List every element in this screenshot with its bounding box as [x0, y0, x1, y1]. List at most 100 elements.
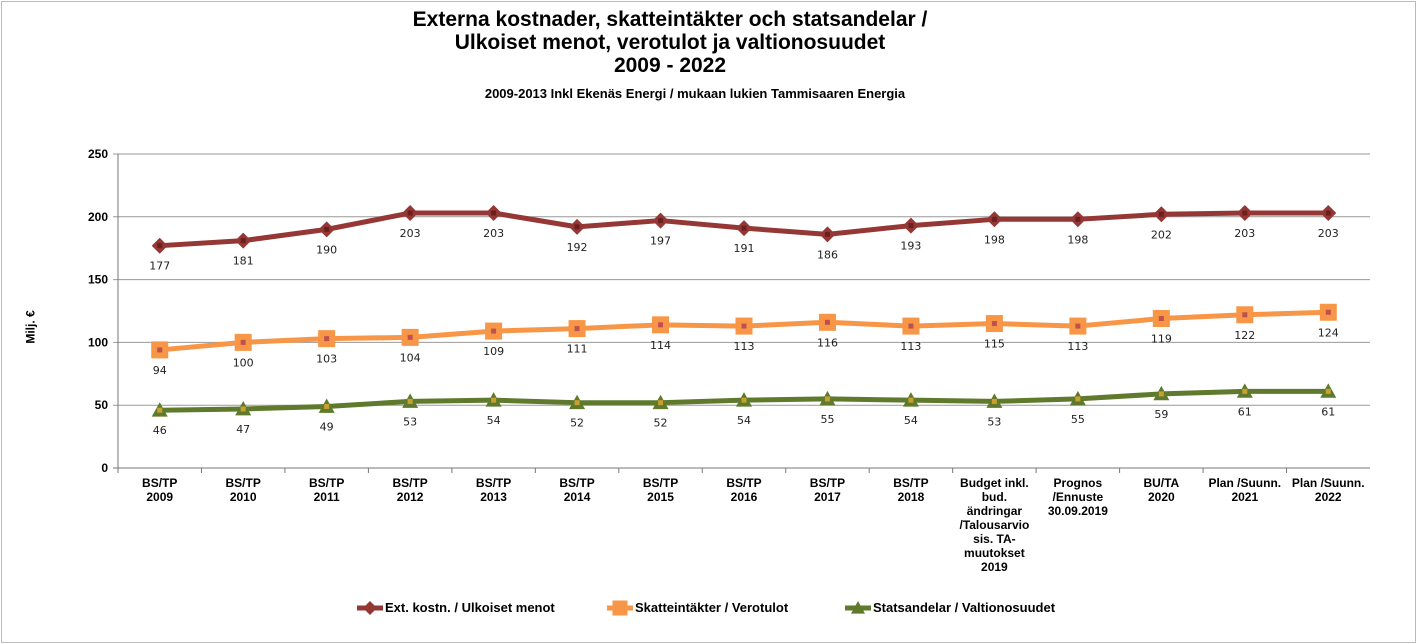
data-label: 109: [483, 345, 504, 358]
marker: [363, 601, 377, 615]
y-tick-label: 50: [95, 398, 109, 412]
marker-center: [741, 397, 747, 403]
y-tick-label: 200: [88, 210, 108, 224]
marker-center: [991, 321, 997, 327]
data-label: 177: [149, 260, 170, 273]
marker-center: [491, 210, 497, 216]
marker: [612, 600, 628, 616]
marker-center: [1325, 309, 1331, 315]
marker-center: [407, 334, 413, 340]
data-label: 49: [320, 420, 334, 433]
data-label: 203: [400, 227, 421, 240]
x-tick-label: BS/TP 2014: [559, 476, 595, 504]
marker-center: [1158, 316, 1164, 322]
data-label: 111: [567, 343, 588, 356]
marker-center: [991, 398, 997, 404]
data-label: 54: [487, 414, 501, 427]
data-label: 203: [1318, 227, 1339, 240]
marker-center: [1075, 323, 1081, 329]
y-tick-label: 150: [88, 273, 108, 287]
data-label: 192: [567, 241, 588, 254]
marker-center: [407, 210, 413, 216]
data-label: 122: [1234, 329, 1255, 342]
x-tick-label: Budget inkl. bud. ändringar /Talousarvio…: [959, 476, 1030, 574]
marker-center: [1158, 391, 1164, 397]
marker-center: [658, 400, 664, 406]
y-tick-label: 250: [88, 147, 108, 161]
x-tick-label: BS/TP 2012: [392, 476, 428, 504]
legend-label: Statsandelar / Valtionosuudet: [873, 600, 1056, 615]
marker-center: [1325, 388, 1331, 394]
marker-center: [324, 226, 330, 232]
marker-center: [240, 238, 246, 244]
data-label: 52: [570, 417, 584, 430]
marker-center: [824, 396, 830, 402]
marker-center: [1242, 210, 1248, 216]
legend-label: Skatteintäkter / Verotulot: [635, 600, 789, 615]
data-label: 197: [650, 235, 671, 248]
x-tick-label: Prognos /Ennuste 30.09.2019: [1047, 476, 1108, 518]
marker-center: [324, 403, 330, 409]
data-label: 53: [987, 415, 1001, 428]
y-tick-label: 100: [88, 335, 108, 349]
data-label: 181: [233, 255, 254, 268]
marker-center: [1075, 396, 1081, 402]
marker-center: [908, 397, 914, 403]
data-label: 103: [316, 353, 337, 366]
data-label: 61: [1321, 405, 1335, 418]
data-label: 104: [400, 351, 421, 364]
data-label: 100: [233, 356, 254, 369]
marker-center: [157, 243, 163, 249]
data-label: 202: [1151, 228, 1172, 241]
marker-center: [824, 231, 830, 237]
data-label: 113: [900, 340, 921, 353]
marker-center: [574, 326, 580, 332]
marker-center: [1242, 312, 1248, 318]
x-tick-label: BS/TP 2013: [475, 476, 512, 504]
data-label: 124: [1318, 326, 1339, 339]
data-label: 114: [650, 339, 671, 352]
data-label: 191: [734, 242, 755, 255]
x-tick-label: BS/TP 2017: [809, 476, 846, 504]
marker-center: [908, 223, 914, 229]
chart-title: Externa kostnader, skatteintäkter och st…: [412, 8, 928, 77]
x-tick-label: BS/TP 2010: [225, 476, 261, 504]
marker-center: [1242, 388, 1248, 394]
chart-subtitle: 2009-2013 Inkl Ekenäs Energi / mukaan lu…: [484, 86, 906, 101]
data-label: 53: [403, 415, 417, 428]
marker-center: [240, 339, 246, 345]
data-label: 119: [1151, 333, 1172, 346]
data-label: 55: [820, 413, 834, 426]
data-label: 55: [1071, 413, 1085, 426]
marker-center: [157, 347, 163, 353]
x-tick-label: BS/TP 2011: [308, 476, 345, 504]
marker-center: [908, 323, 914, 329]
data-label: 46: [153, 424, 167, 437]
marker-center: [157, 407, 163, 413]
data-label: 54: [904, 414, 918, 427]
data-label: 113: [734, 340, 755, 353]
marker-center: [240, 406, 246, 412]
y-tick-label: 0: [101, 461, 108, 475]
data-label: 94: [153, 364, 167, 377]
marker-center: [658, 218, 664, 224]
marker-center: [407, 398, 413, 404]
marker: [851, 601, 865, 614]
data-label: 113: [1067, 340, 1088, 353]
marker-center: [324, 336, 330, 342]
x-tick-label: BS/TP 2009: [142, 476, 178, 504]
marker-center: [491, 328, 497, 334]
data-label: 59: [1154, 408, 1168, 421]
x-tick-label: Plan /Suunn. 2022: [1291, 476, 1365, 504]
data-label: 47: [236, 423, 250, 436]
data-label: 193: [900, 240, 921, 253]
marker-center: [574, 224, 580, 230]
x-tick-label: BS/TP 2018: [893, 476, 929, 504]
legend-label: Ext. kostn. / Ulkoiset menot: [385, 600, 555, 615]
data-label: 54: [737, 414, 751, 427]
marker-center: [491, 397, 497, 403]
data-label: 198: [1067, 233, 1088, 246]
